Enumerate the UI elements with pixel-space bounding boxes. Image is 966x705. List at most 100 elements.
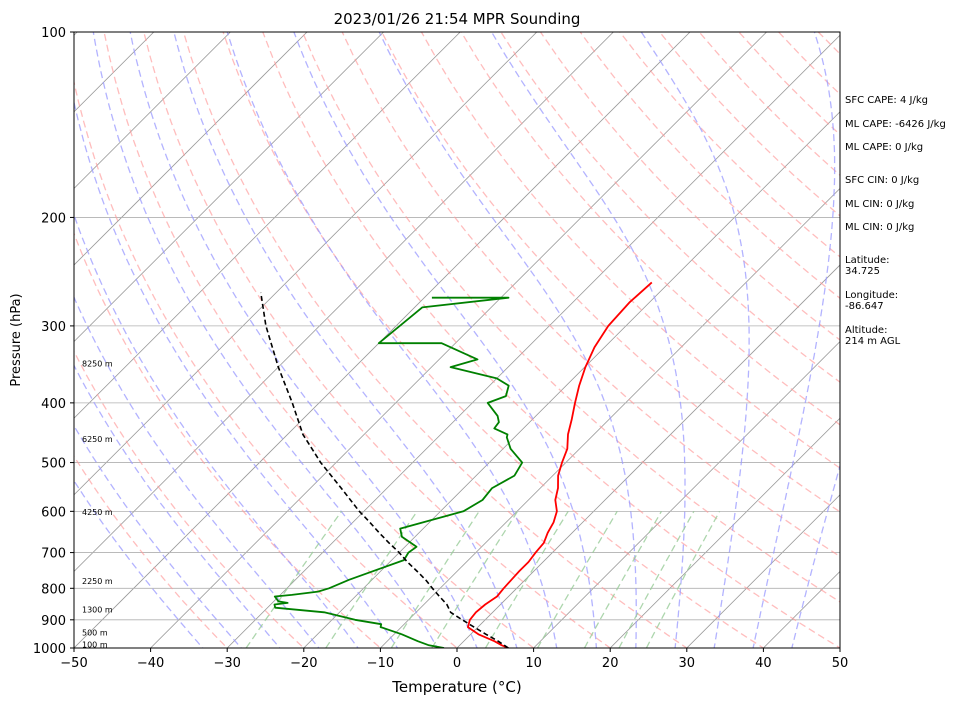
dry-adiabat-line <box>74 349 305 648</box>
x-tick-label: −40 <box>137 656 164 671</box>
x-axis-ticks: −50 −40 −30 −20 −10 0 10 20 30 40 50 <box>60 648 848 671</box>
x-tick-label: 30 <box>679 656 696 671</box>
dry-adiabat-line <box>500 32 840 383</box>
moist-adiabat-line <box>491 32 686 648</box>
isotherm-line <box>74 32 231 189</box>
dry-adiabat-line <box>103 32 535 648</box>
isotherm-line <box>74 32 538 496</box>
height-label: 2250 m <box>82 577 113 586</box>
moist-adiabat-line <box>92 32 438 648</box>
dry-adiabat-line <box>420 32 840 469</box>
y-tick-label: 800 <box>41 582 66 597</box>
isotherm-line <box>609 417 840 648</box>
y-tick-label: 500 <box>41 457 66 472</box>
isotherm-line <box>74 32 385 343</box>
mixing-ratio-line <box>618 510 695 648</box>
x-tick-label: −30 <box>213 656 240 671</box>
x-tick-label: −20 <box>290 656 317 671</box>
mixing-ratio-line <box>390 510 480 648</box>
moist-adiabat-line <box>74 295 320 648</box>
dry-adiabat-line <box>143 32 612 648</box>
mixing-ratio-line <box>536 510 618 648</box>
dry-adiabat-line <box>262 32 840 648</box>
ml-cin-text: ML CIN: 0 J/kg <box>845 199 915 210</box>
height-label: 4250 m <box>82 508 113 517</box>
isotherm-line <box>686 494 840 648</box>
altitude-text: Altitude: 214 m AGL <box>845 325 901 347</box>
moist-adiabat-line <box>74 479 204 648</box>
height-labels: 100 m 500 m 1300 m 2250 m 4250 m 6250 m 8250 m <box>82 359 113 649</box>
dry-adiabat-line <box>381 32 840 513</box>
height-label: 8250 m <box>82 359 113 368</box>
mixing-ratio-line <box>484 510 569 648</box>
moist-adiabat-line <box>74 99 399 648</box>
x-tick-label: −10 <box>367 656 394 671</box>
x-tick-label: 20 <box>602 656 619 671</box>
isotherm-line <box>150 32 768 648</box>
plot-background <box>74 32 840 648</box>
mixing-ratio-line <box>325 510 418 648</box>
isotherm-line <box>74 32 614 572</box>
series-lines <box>260 281 653 648</box>
moist-adiabat-line <box>226 32 558 648</box>
dry-adiabat-line <box>182 32 688 648</box>
moist-adiabat-line <box>173 32 518 648</box>
height-label: 6250 m <box>82 435 113 444</box>
isotherm-line <box>74 32 308 266</box>
y-axis-ticks: 1000 900 800 700 600 500 400 300 200 100 <box>33 26 74 657</box>
mixing-ratio-line <box>431 510 519 648</box>
sfc-cape-text: SFC CAPE: 4 J/kg <box>845 95 928 106</box>
y-tick-label: 600 <box>41 505 66 520</box>
moist-adiabat-line <box>74 364 281 648</box>
x-tick-label: 10 <box>525 656 542 671</box>
background-lines <box>74 32 840 648</box>
mixing-ratio-line <box>583 510 662 648</box>
y-tick-label: 400 <box>41 397 66 412</box>
longitude-text: Longitude: -86.647 <box>845 290 899 312</box>
parcel-profile-line <box>260 292 509 648</box>
isotherm-line <box>379 187 840 648</box>
dry-adiabat-line <box>539 32 840 341</box>
mixing-ratio-line <box>245 510 342 648</box>
dewpoint-profile-line <box>273 296 524 648</box>
height-label: 500 m <box>82 628 108 637</box>
x-tick-label: 0 <box>453 656 461 671</box>
moist-adiabat-line <box>752 32 836 648</box>
dry-adiabat-line <box>222 32 765 648</box>
moist-adiabat-line <box>791 463 840 648</box>
dry-adiabat-line <box>74 454 229 648</box>
chart-title: 2023/01/26 21:54 MPR Sounding <box>334 10 581 28</box>
x-tick-label: −50 <box>60 656 87 671</box>
sfc-cin-text: SFC CIN: 0 J/kg <box>845 175 920 186</box>
temperature-profile-line <box>467 281 653 648</box>
ml-cape-text: ML CAPE: -6426 J/kg <box>845 119 946 130</box>
y-tick-label: 900 <box>41 614 66 629</box>
y-tick-label: 200 <box>41 211 66 226</box>
height-label: 1300 m <box>82 606 113 615</box>
height-label: 100 m <box>82 640 108 649</box>
isotherm-line <box>456 264 840 648</box>
y-tick-label: 300 <box>41 320 66 335</box>
x-tick-label: 40 <box>755 656 772 671</box>
latitude-text: Latitude: 34.725 <box>845 255 890 277</box>
isotherm-line <box>74 32 461 419</box>
dry-adiabat-line <box>341 32 840 558</box>
y-tick-label: 1000 <box>33 642 66 657</box>
moist-adiabat-line <box>74 424 243 648</box>
dry-adiabat-line <box>74 79 459 648</box>
mixing-ratio-line <box>645 510 721 648</box>
y-axis-label: Pressure (hPa) <box>9 293 24 386</box>
isotherm-line <box>226 34 840 648</box>
y-tick-label: 100 <box>41 26 66 41</box>
x-axis-label: Temperature (°C) <box>391 678 521 696</box>
isotherm-line <box>303 111 840 648</box>
ml-cape-text-2: ML CAPE: 0 J/kg <box>845 142 924 153</box>
dry-adiabat-line <box>301 32 840 603</box>
ml-cin-text-2: ML CIN: 0 J/kg <box>845 222 915 233</box>
isotherm-line <box>533 341 840 648</box>
stats-panel: SFC CAPE: 4 J/kg ML CAPE: -6426 J/kg ML … <box>845 0 966 705</box>
dry-adiabat-line <box>460 32 840 426</box>
x-tick-label: 50 <box>832 656 849 671</box>
moist-adiabat-line <box>640 32 750 648</box>
